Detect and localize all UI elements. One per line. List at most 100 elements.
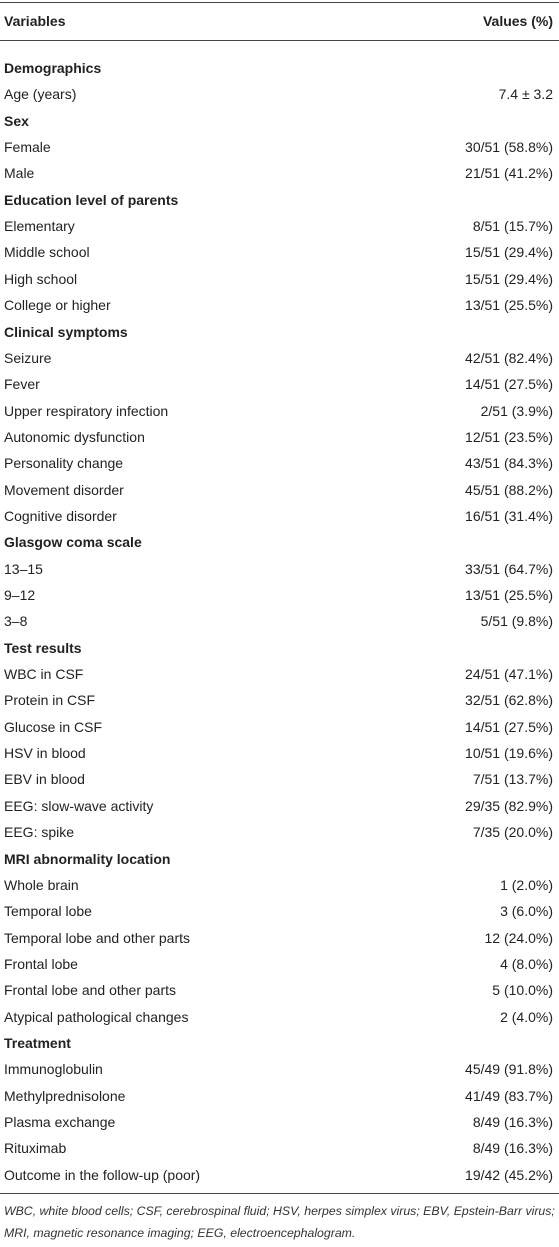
data-row: Immunoglobulin 45/49 (91.8%) [0, 1056, 559, 1082]
value-cell: 24/51 (47.1%) [465, 666, 553, 683]
data-row: Seizure 42/51 (82.4%) [0, 345, 559, 371]
section-row: MRI abnormality location [0, 846, 559, 872]
value-cell: 42/51 (82.4%) [465, 349, 553, 366]
variable-cell: 13–15 [4, 560, 43, 577]
variable-cell: 9–12 [4, 587, 36, 603]
data-row: EEG: spike 7/35 (20.0%) [0, 819, 559, 845]
value-cell: 4 (8.0%) [500, 955, 553, 972]
variable-cell: Cognitive disorder [4, 507, 117, 524]
value-cell: 1 (2.0%) [500, 876, 553, 893]
section-row: Education level of parents [0, 187, 559, 213]
data-row: 13–15 33/51 (64.7%) [0, 556, 559, 582]
section-title: Test results [4, 639, 82, 656]
data-row: Elementary 8/51 (15.7%) [0, 213, 559, 239]
value-cell: 14/51 (27.5%) [465, 376, 553, 393]
section-row: Test results [0, 635, 559, 661]
variable-cell: EBV in blood [4, 771, 85, 788]
footnote: WBC, white blood cells; CSF, cerebrospin… [4, 1204, 555, 1240]
section-title: Clinical symptoms [4, 323, 128, 340]
value-cell: 7.4 ± 3.2 [498, 86, 553, 103]
variable-cell: Protein in CSF [4, 692, 96, 709]
variable-cell: Atypical pathological changes [4, 1008, 189, 1025]
value-cell: 16/51 (31.4%) [465, 507, 553, 524]
section-row: Demographics [0, 55, 559, 81]
data-row: Glucose in CSF 14/51 (27.5%) [0, 714, 559, 740]
variable-cell: Glucose in CSF [4, 718, 103, 735]
data-row: Frontal lobe 4 (8.0%) [0, 951, 559, 977]
data-row: Age (years) 7.4 ± 3.2 [0, 81, 559, 107]
data-row: EEG: slow-wave activity 29/35 (82.9%) [0, 793, 559, 819]
value-cell: 3 (6.0%) [500, 903, 553, 920]
data-row: Outcome in the follow-up (poor) 19/42 (45… [0, 1162, 559, 1188]
header-rule [0, 40, 559, 41]
value-cell: 45/49 (91.8%) [465, 1061, 553, 1078]
data-row: Atypical pathological changes 2 (4.0%) [0, 1004, 559, 1030]
value-cell: 13/51 (25.5%) [465, 587, 553, 603]
data-row: 3–8 5/51 (9.8%) [0, 608, 559, 634]
variable-cell: Fever [4, 376, 40, 393]
data-row: Fever 14/51 (27.5%) [0, 371, 559, 397]
value-cell: 43/51 (84.3%) [465, 455, 553, 472]
section-title: Education level of parents [4, 191, 179, 208]
variable-cell: Middle school [4, 244, 90, 261]
variable-cell: Methylprednisolone [4, 1087, 126, 1104]
value-cell: 32/51 (62.8%) [465, 692, 553, 709]
section-title: Demographics [4, 60, 102, 76]
variable-cell: EEG: spike [4, 824, 75, 841]
section-title: MRI abnormality location [4, 850, 171, 867]
value-cell: 30/51 (58.8%) [465, 139, 553, 156]
data-row: College or higher 13/51 (25.5%) [0, 292, 559, 318]
variable-cell: EEG: slow-wave activity [4, 797, 154, 814]
bottom-rule [0, 1193, 559, 1195]
section-row: Sex [0, 108, 559, 134]
data-row: Middle school 15/51 (29.4%) [0, 239, 559, 265]
data-row: Movement disorder 45/51 (88.2%) [0, 477, 559, 503]
data-row: Methylprednisolone 41/49 (83.7%) [0, 1083, 559, 1109]
variable-cell: Autonomic dysfunction [4, 428, 145, 445]
variable-cell: Immunoglobulin [4, 1061, 103, 1078]
data-row: Male 21/51 (41.2%) [0, 160, 559, 186]
data-row: Cognitive disorder 16/51 (31.4%) [0, 503, 559, 529]
value-cell: 7/51 (13.7%) [472, 771, 553, 788]
data-row: Whole brain 1 (2.0%) [0, 872, 559, 898]
variable-cell: Upper respiratory infection [4, 402, 169, 419]
variable-cell: Elementary [4, 218, 75, 235]
variable-cell: Seizure [4, 349, 52, 366]
variable-cell: Rituximab [4, 1140, 67, 1157]
data-row: Autonomic dysfunction 12/51 (23.5%) [0, 424, 559, 450]
variable-cell: Temporal lobe and other parts [4, 929, 190, 946]
variable-cell: Temporal lobe [4, 903, 92, 920]
variable-cell: Frontal lobe and other parts [4, 982, 176, 999]
value-cell: 12 (24.0%) [484, 929, 553, 946]
value-cell: 2/51 (3.9%) [480, 402, 553, 419]
variable-cell: Age (years) [4, 86, 77, 103]
header-values: Values (%) [482, 13, 553, 29]
variable-cell: Outcome in the follow-up (poor) [4, 1166, 201, 1183]
value-cell: 12/51 (23.5%) [465, 428, 553, 445]
header-row: Variables Values (%) [0, 8, 559, 34]
data-row: Frontal lobe and other parts 5 (10.0%) [0, 977, 559, 1003]
variable-cell: 3–8 [4, 613, 28, 630]
data-row: Female 30/51 (58.8%) [0, 134, 559, 160]
variable-cell: Frontal lobe [4, 955, 78, 972]
value-cell: 8/51 (15.7%) [472, 218, 553, 235]
data-row: Temporal lobe and other parts 12 (24.0%) [0, 925, 559, 951]
variable-cell: Movement disorder [4, 481, 124, 498]
data-row: WBC in CSF 24/51 (47.1%) [0, 661, 559, 687]
section-title: Glasgow coma scale [4, 534, 142, 551]
variable-cell: College or higher [4, 297, 111, 314]
value-cell: 8/49 (16.3%) [472, 1114, 553, 1130]
value-cell: 14/51 (27.5%) [465, 718, 553, 735]
value-cell: 5/51 (9.8%) [480, 613, 553, 630]
value-cell: 7/35 (20.0%) [472, 824, 553, 841]
variable-cell: High school [4, 270, 78, 287]
top-rule [0, 2, 559, 3]
section-row: Glasgow coma scale [0, 529, 559, 555]
data-row: 9–12 13/51 (25.5%) [0, 582, 559, 608]
variable-cell: Personality change [4, 455, 124, 472]
header-variables: Variables [4, 13, 66, 29]
section-row: Treatment [0, 1030, 559, 1056]
value-cell: 13/51 (25.5%) [465, 297, 553, 314]
value-cell: 15/51 (29.4%) [465, 270, 553, 287]
